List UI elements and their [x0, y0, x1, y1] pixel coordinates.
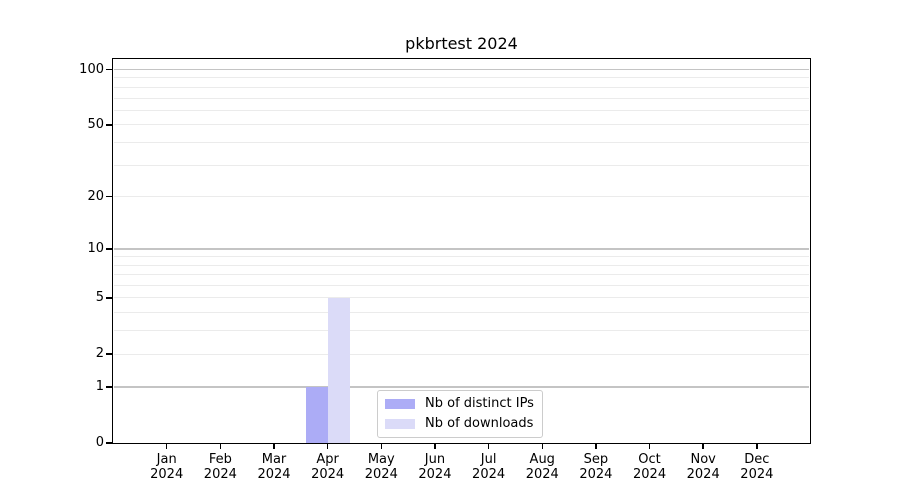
major-gridline	[114, 386, 809, 388]
y-tick-label: 100	[79, 61, 104, 77]
x-tick-month: Nov	[690, 452, 716, 467]
x-tick-year: 2024	[311, 467, 345, 482]
x-tick-label: Nov 2024	[675, 452, 731, 482]
legend-swatch-downloads	[385, 419, 415, 429]
minor-gridline	[114, 353, 809, 355]
x-tick-year: 2024	[633, 467, 667, 482]
minor-gridline	[114, 256, 809, 258]
x-tick-mark	[380, 444, 383, 449]
y-tick-label: 20	[87, 188, 104, 204]
x-tick-mark	[756, 444, 758, 449]
x-tick-label: Jul 2024	[461, 452, 517, 482]
x-tick-mark	[648, 444, 651, 449]
y-tick-label: 5	[95, 289, 104, 305]
x-tick-label: Oct 2024	[622, 452, 678, 482]
x-tick-year: 2024	[150, 467, 184, 482]
legend: Nb of distinct IPs Nb of downloads	[377, 390, 543, 438]
x-tick-month: Oct	[638, 452, 661, 467]
bar-distinct-ips-apr	[305, 386, 328, 443]
y-tick-label: 10	[87, 240, 104, 256]
y-tick-mark	[106, 68, 112, 71]
x-tick-year: 2024	[257, 467, 291, 482]
minor-gridline	[114, 109, 809, 111]
x-tick-month: Dec	[744, 452, 770, 467]
minor-gridline	[114, 86, 809, 88]
y-tick-mark	[106, 248, 112, 250]
x-tick-year: 2024	[579, 467, 613, 482]
x-tick-month: Mar	[261, 452, 287, 467]
y-tick-label: 0	[95, 435, 104, 450]
x-tick-month: Jan	[156, 452, 177, 467]
x-tick-year: 2024	[740, 467, 774, 482]
x-tick-mark	[595, 444, 597, 449]
x-tick-year: 2024	[418, 467, 452, 482]
minor-gridline	[114, 330, 809, 332]
y-tick-mark	[106, 386, 112, 388]
x-tick-mark	[434, 444, 436, 449]
x-tick-label: Jun 2024	[407, 452, 463, 482]
x-tick-label: Mar 2024	[246, 452, 302, 482]
x-tick-mark	[702, 444, 704, 449]
x-tick-mark	[326, 444, 329, 449]
minor-gridline	[114, 77, 809, 79]
minor-gridline	[114, 141, 809, 143]
minor-gridline	[114, 285, 809, 287]
minor-gridline	[114, 297, 809, 299]
y-tick-label: 2	[95, 346, 104, 362]
x-tick-mark	[487, 444, 490, 449]
legend-label-downloads: Nb of downloads	[425, 416, 534, 431]
x-tick-mark	[273, 444, 275, 449]
legend-label-distinct-ips: Nb of distinct IPs	[425, 396, 534, 411]
x-tick-label: Aug 2024	[514, 452, 570, 482]
x-tick-label: Jan 2024	[139, 452, 195, 482]
x-tick-mark	[541, 444, 543, 449]
x-tick-label: Sep 2024	[568, 452, 624, 482]
x-tick-label: Dec 2024	[729, 452, 785, 482]
y-tick-mark	[106, 442, 112, 444]
minor-gridline	[114, 196, 809, 198]
x-tick-month: May	[367, 452, 395, 467]
chart-title: pkbrtest 2024	[405, 34, 518, 53]
x-tick-month: Jul	[480, 452, 497, 467]
minor-gridline	[114, 312, 809, 314]
bar-downloads-apr	[327, 297, 350, 443]
x-tick-month: Jun	[424, 452, 446, 467]
legend-row: Nb of downloads	[385, 416, 542, 432]
x-tick-year: 2024	[525, 467, 559, 482]
x-tick-month: Sep	[583, 452, 609, 467]
x-tick-year: 2024	[203, 467, 237, 482]
minor-gridline	[114, 124, 809, 126]
x-tick-month: Aug	[529, 452, 555, 467]
minor-gridline	[114, 164, 809, 166]
legend-row: Nb of distinct IPs	[385, 396, 542, 412]
minor-gridline	[114, 264, 809, 266]
y-tick-mark	[106, 124, 112, 126]
x-tick-year: 2024	[686, 467, 720, 482]
x-tick-label: Feb 2024	[192, 452, 248, 482]
major-gridline	[114, 248, 809, 250]
x-tick-label: Apr 2024	[300, 452, 356, 482]
y-tick-mark	[106, 195, 112, 198]
x-tick-month: Feb	[208, 452, 232, 467]
y-tick-label: 50	[87, 116, 104, 132]
y-tick-mark	[106, 353, 112, 355]
minor-gridline	[114, 274, 809, 276]
x-tick-label: May 2024	[353, 452, 409, 482]
y-tick-label: 1	[95, 378, 104, 394]
x-tick-mark	[219, 444, 222, 449]
x-tick-month: Apr	[316, 452, 339, 467]
legend-swatch-distinct-ips	[385, 399, 415, 409]
y-tick-mark	[106, 297, 112, 299]
x-tick-year: 2024	[472, 467, 506, 482]
x-tick-year: 2024	[364, 467, 398, 482]
major-gridline	[114, 68, 809, 71]
x-tick-mark	[165, 444, 168, 449]
minor-gridline	[114, 97, 809, 99]
plot-frame	[112, 58, 811, 444]
